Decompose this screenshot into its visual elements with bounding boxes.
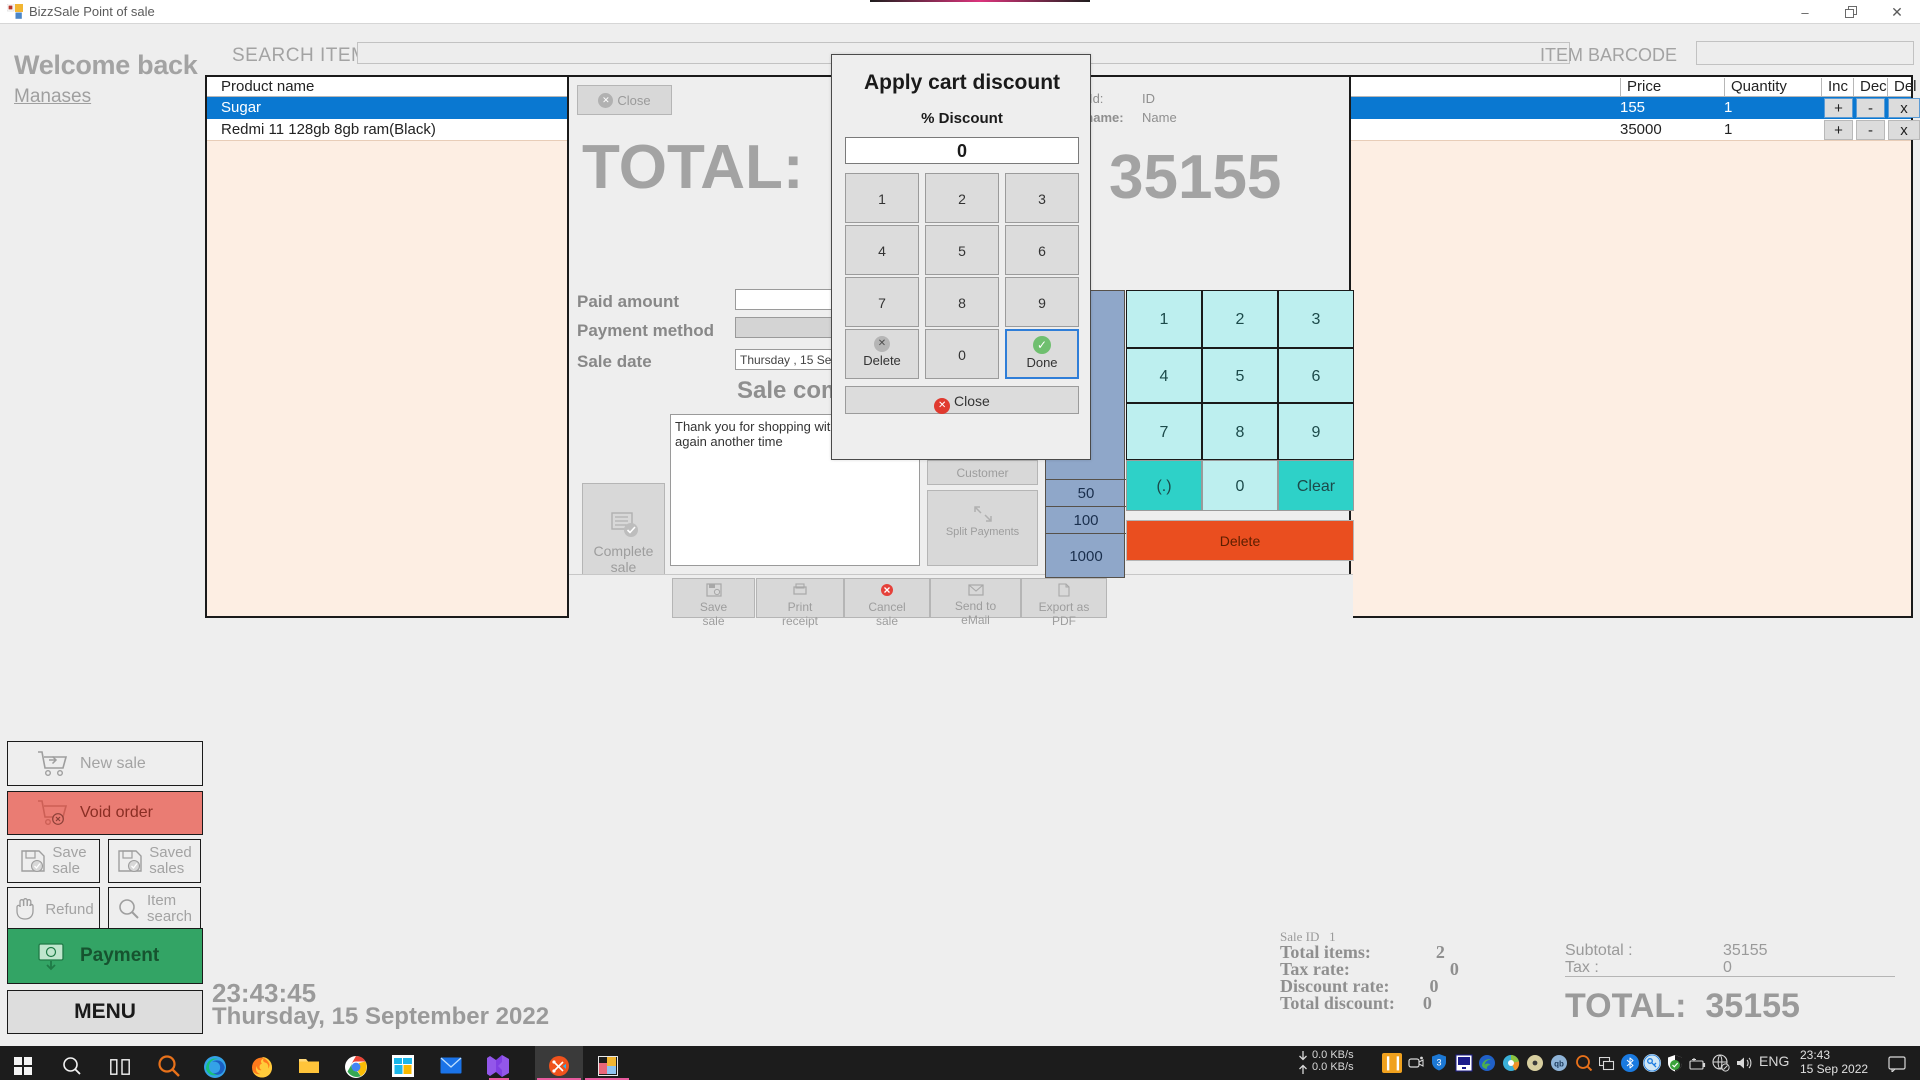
svg-text:3: 3: [1436, 1058, 1441, 1068]
svg-text:qb: qb: [1554, 1060, 1564, 1069]
